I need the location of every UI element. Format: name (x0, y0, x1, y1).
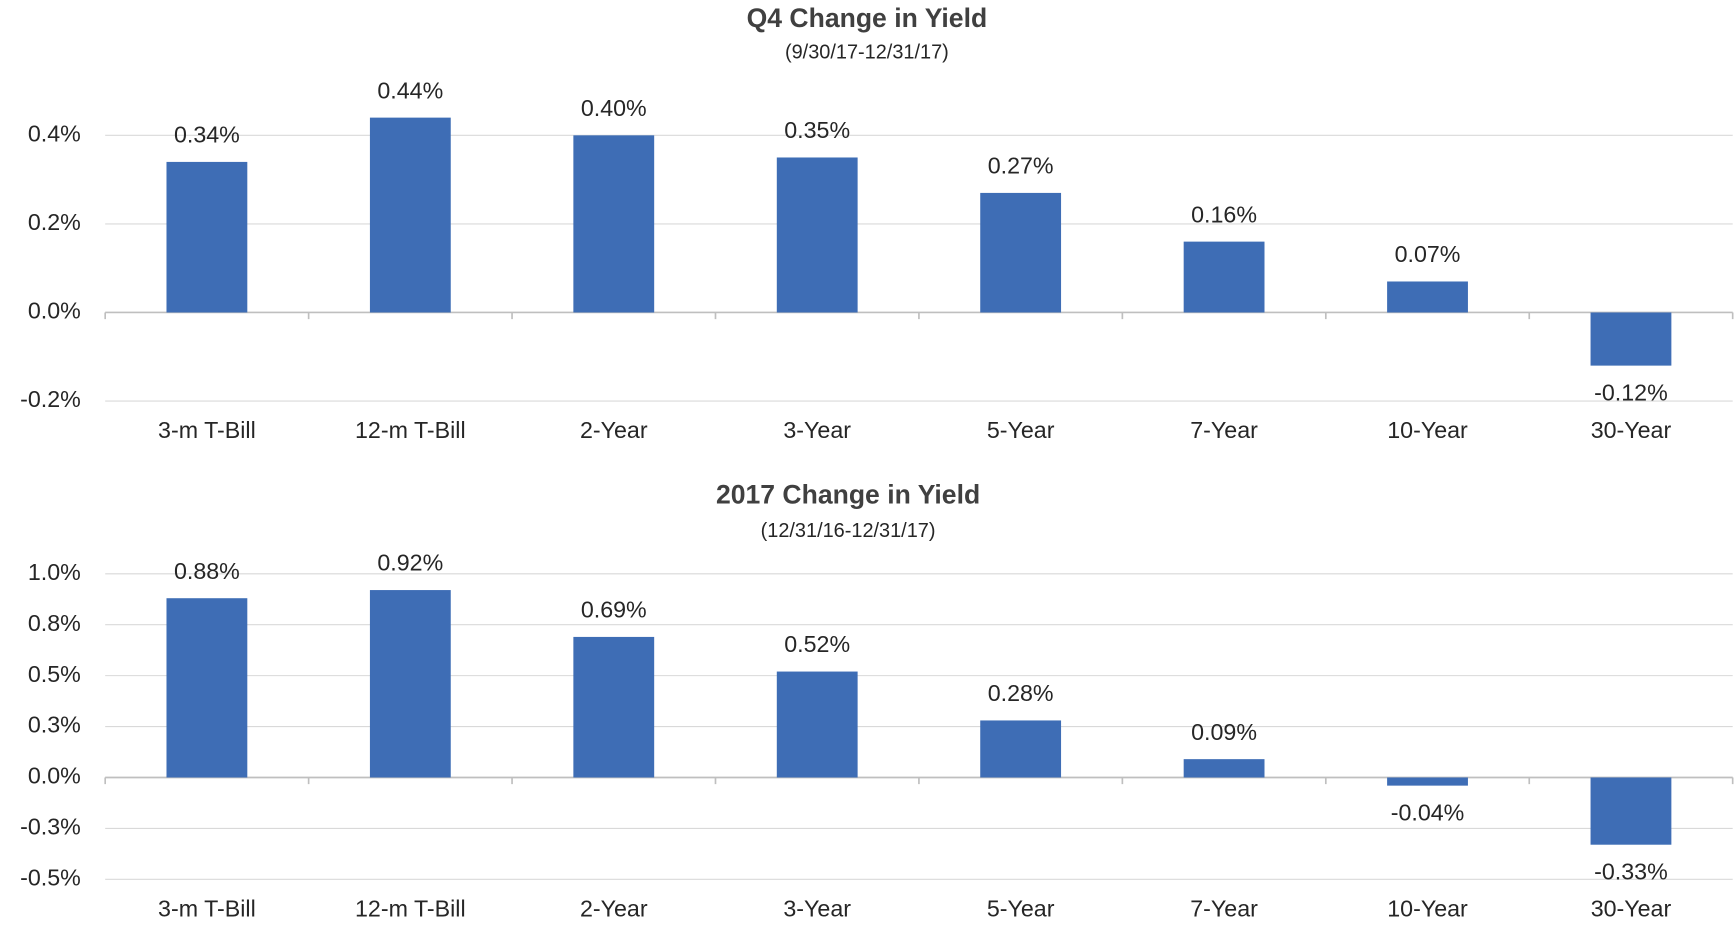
x-tick-label: 3-Year (783, 417, 851, 443)
bar (166, 598, 248, 778)
bar (1387, 777, 1468, 786)
bar (573, 636, 655, 778)
x-tick-label: 3-m T-Bill (158, 895, 256, 921)
y-tick-label: 0.4% (28, 120, 81, 146)
y-tick-label: 1.0% (28, 559, 81, 585)
chart-title: 2017 Change in Yield (716, 479, 980, 509)
chart-subtitle: (9/30/17-12/31/17) (785, 42, 949, 64)
x-tick-label: 30-Year (1591, 895, 1672, 921)
bar (1590, 312, 1672, 366)
bar (573, 135, 655, 313)
bar (1183, 241, 1265, 313)
y-tick-label: 0.8% (28, 610, 81, 636)
y-tick-label: -0.2% (20, 386, 81, 412)
data-label: 0.09% (1191, 719, 1257, 745)
bar (1183, 759, 1265, 778)
x-tick-label: 5-Year (987, 895, 1055, 921)
data-label: -0.04% (1391, 800, 1465, 826)
y-tick-label: 0.0% (28, 763, 81, 789)
data-label: 0.07% (1395, 241, 1461, 267)
x-tick-label: 2-Year (580, 895, 648, 921)
y-tick-label: 0.3% (28, 712, 81, 738)
data-label: 0.69% (581, 597, 647, 623)
bar (369, 590, 451, 778)
bar (980, 192, 1062, 313)
data-label: 0.35% (784, 117, 850, 143)
data-label: 0.34% (174, 122, 240, 148)
bar (980, 720, 1062, 778)
x-tick-label: 7-Year (1190, 417, 1258, 443)
chart-title: Q4 Change in Yield (747, 3, 988, 33)
bar (1387, 281, 1468, 313)
x-tick-label: 7-Year (1190, 895, 1258, 921)
y-tick-label: 0.2% (28, 209, 81, 235)
bar (1590, 777, 1672, 845)
data-label: -0.12% (1594, 380, 1668, 406)
data-label: 0.27% (988, 153, 1054, 179)
x-tick-label: 30-Year (1591, 417, 1672, 443)
data-label: 0.88% (174, 558, 240, 584)
y-tick-label: 0.5% (28, 661, 81, 687)
data-label: 0.52% (784, 631, 850, 657)
data-label: 0.40% (581, 95, 647, 121)
x-tick-label: 5-Year (987, 417, 1055, 443)
bar (369, 117, 451, 313)
y-tick-label: 0.0% (28, 298, 81, 324)
x-tick-label: 2-Year (580, 417, 648, 443)
bar (776, 157, 858, 313)
data-label: 0.92% (377, 550, 443, 576)
bar (776, 671, 858, 778)
x-tick-label: 3-Year (783, 895, 851, 921)
x-tick-label: 12-m T-Bill (355, 895, 466, 921)
y-tick-label: -0.5% (20, 864, 81, 890)
x-tick-label: 10-Year (1387, 895, 1468, 921)
data-label: -0.33% (1594, 859, 1668, 885)
data-label: 0.16% (1191, 201, 1257, 227)
data-label: 0.28% (988, 680, 1054, 706)
bar (166, 161, 248, 313)
x-tick-label: 3-m T-Bill (158, 417, 256, 443)
x-tick-label: 12-m T-Bill (355, 417, 466, 443)
x-tick-label: 10-Year (1387, 417, 1468, 443)
chart-subtitle: (12/31/16-12/31/17) (761, 520, 936, 542)
y-tick-label: -0.3% (20, 814, 81, 840)
data-label: 0.44% (377, 77, 443, 103)
